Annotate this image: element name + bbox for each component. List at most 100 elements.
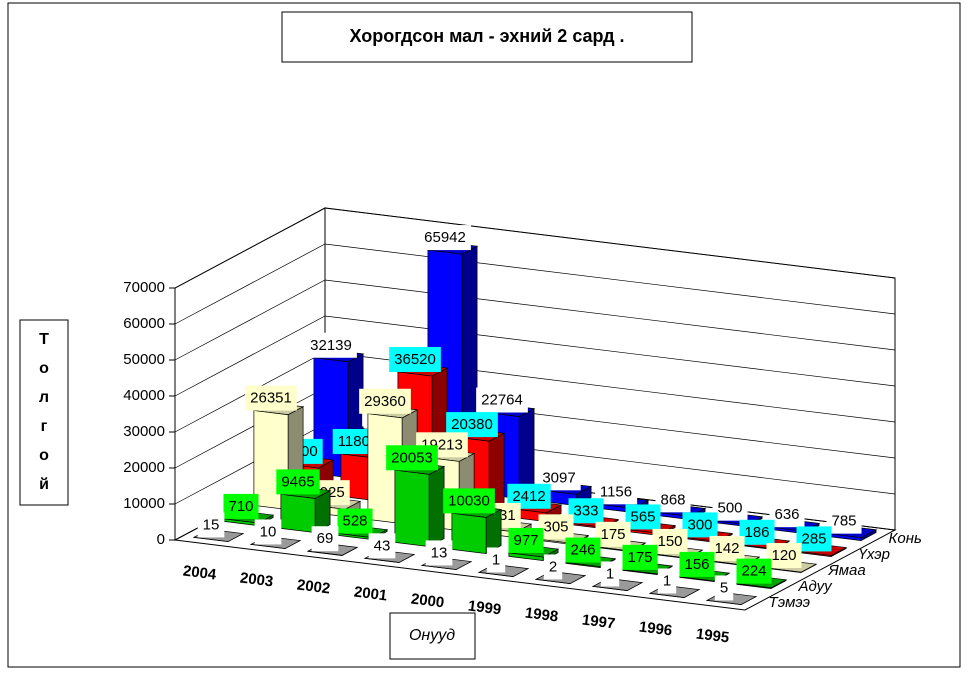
bar-front bbox=[307, 550, 343, 556]
data-label: 1 bbox=[492, 551, 500, 568]
data-label-bg bbox=[305, 332, 357, 358]
bar-front bbox=[706, 599, 742, 605]
bar-front bbox=[535, 578, 571, 584]
data-label-bg bbox=[389, 346, 441, 372]
data-label-bg bbox=[419, 225, 471, 251]
data-label: 528 bbox=[342, 513, 367, 530]
data-label-bg bbox=[712, 495, 748, 521]
legend-label: Адуу bbox=[798, 578, 834, 595]
data-label-bg bbox=[508, 527, 544, 553]
data-label: 2412 bbox=[512, 488, 545, 505]
bar-front bbox=[193, 536, 229, 542]
data-label-bg bbox=[709, 535, 745, 561]
data-label-bg bbox=[337, 508, 373, 534]
bar-front bbox=[280, 493, 316, 533]
bar-front bbox=[451, 512, 487, 554]
bar bbox=[279, 485, 332, 534]
data-label-bg bbox=[568, 498, 604, 524]
data-label: 285 bbox=[801, 530, 826, 547]
data-label: 10 bbox=[260, 523, 277, 540]
data-label: 43 bbox=[374, 537, 391, 554]
data-label: 305 bbox=[543, 518, 568, 535]
data-label-bg bbox=[796, 526, 832, 552]
x-label-box bbox=[389, 612, 476, 660]
data-label-bg bbox=[368, 533, 396, 559]
data-label-bg bbox=[655, 487, 691, 513]
data-label-bg bbox=[254, 519, 282, 545]
data-label: 69 bbox=[317, 530, 334, 547]
x-tick-label: 2000 bbox=[410, 591, 445, 612]
y-tick-label: 70000 bbox=[123, 279, 165, 296]
data-label-bg bbox=[600, 561, 620, 587]
y-tick-label: 10000 bbox=[123, 495, 165, 512]
bar-front bbox=[508, 552, 544, 561]
data-label-bg bbox=[543, 554, 563, 580]
bar-front bbox=[421, 564, 457, 570]
data-label-bg bbox=[311, 526, 339, 552]
y-tick-label: 60000 bbox=[123, 315, 165, 332]
data-label: 868 bbox=[660, 491, 685, 508]
data-label: 36520 bbox=[394, 351, 436, 368]
data-label-bg bbox=[657, 568, 677, 594]
data-label-bg bbox=[739, 519, 775, 545]
x-tick-label: 1995 bbox=[695, 626, 730, 647]
data-label-bg bbox=[769, 502, 805, 528]
data-label: 175 bbox=[600, 526, 625, 543]
x-tick-label: 2001 bbox=[353, 584, 388, 605]
data-label: 500 bbox=[717, 500, 742, 517]
data-label-bg bbox=[826, 508, 862, 534]
bar-front bbox=[367, 413, 403, 524]
data-label: 710 bbox=[228, 498, 253, 515]
data-label-bg bbox=[486, 547, 506, 573]
grid-line bbox=[174, 315, 896, 397]
data-label-bg bbox=[679, 551, 715, 577]
x-tick-label: 2004 bbox=[182, 563, 218, 584]
x-tick-label: 1999 bbox=[467, 598, 502, 619]
data-label-bg bbox=[538, 514, 574, 540]
data-label: 300 bbox=[687, 516, 712, 533]
bar bbox=[393, 461, 446, 548]
data-label: 65942 bbox=[424, 229, 466, 246]
data-label: 26351 bbox=[250, 390, 292, 407]
data-label: 15 bbox=[203, 516, 220, 533]
y-tick-label: 50000 bbox=[123, 351, 165, 368]
data-label-bg bbox=[652, 528, 688, 554]
data-label: 333 bbox=[573, 502, 598, 519]
grid-line bbox=[174, 243, 896, 325]
data-label: 20053 bbox=[391, 449, 433, 466]
bar-side bbox=[428, 465, 445, 548]
x-tick-label: 1998 bbox=[524, 605, 559, 626]
data-label-bg bbox=[276, 469, 320, 495]
data-label-bg bbox=[766, 543, 802, 569]
data-label: 156 bbox=[684, 556, 709, 573]
data-label: 120 bbox=[771, 547, 796, 564]
data-label-bg bbox=[386, 445, 438, 471]
y-label-box bbox=[19, 319, 69, 506]
legend-label: Ямаа bbox=[828, 562, 866, 579]
x-tick-label: 1997 bbox=[581, 612, 616, 633]
data-label-bg bbox=[736, 558, 772, 584]
data-label: 5 bbox=[720, 579, 728, 596]
data-label: 175 bbox=[627, 549, 652, 566]
data-label-bg bbox=[565, 537, 601, 563]
data-label: 29360 bbox=[364, 393, 406, 410]
data-label-bg bbox=[425, 540, 453, 566]
data-label-bg bbox=[714, 575, 734, 601]
data-label: 246 bbox=[570, 542, 595, 559]
x-tick-label: 2003 bbox=[239, 570, 274, 591]
data-label-bg bbox=[359, 388, 411, 414]
bar-front bbox=[592, 586, 628, 591]
data-label: 10030 bbox=[448, 492, 490, 509]
data-label-bg bbox=[682, 512, 718, 538]
data-label: 186 bbox=[744, 524, 769, 541]
chart-title: Хорогдсон мал - эхний 2 сард . bbox=[349, 26, 624, 46]
bar-front bbox=[736, 583, 772, 589]
y-tick-label: 30000 bbox=[123, 423, 165, 440]
data-label: 20380 bbox=[451, 416, 493, 433]
bar-front bbox=[649, 593, 685, 598]
data-label: 3097 bbox=[542, 469, 575, 486]
bar-front bbox=[364, 557, 400, 563]
data-label: 785 bbox=[831, 513, 856, 530]
data-label-bg bbox=[223, 493, 259, 519]
